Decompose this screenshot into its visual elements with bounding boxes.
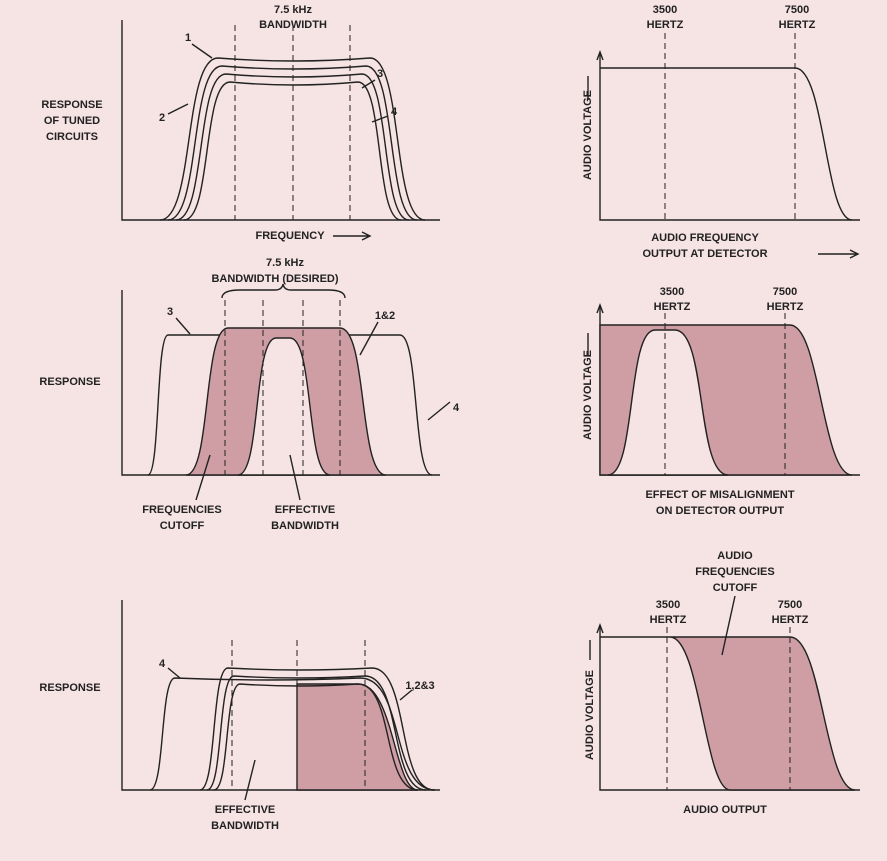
label: RESPONSE	[39, 376, 100, 388]
response-curve	[175, 73, 410, 221]
leader	[289, 454, 301, 501]
shaded-area	[669, 636, 856, 791]
axis	[599, 52, 860, 221]
label: FREQUENCY	[255, 230, 325, 242]
arrow	[596, 303, 604, 314]
label: AUDIO FREQUENCY	[651, 232, 759, 244]
label: CUTOFF	[160, 520, 205, 532]
leader	[175, 317, 191, 335]
label: HERTZ	[654, 301, 691, 313]
label: 7500	[778, 599, 802, 611]
label: 3500	[653, 4, 677, 16]
label: BANDWIDTH	[259, 19, 327, 31]
label: 7500	[773, 286, 797, 298]
label: 7.5 kHz	[266, 257, 304, 269]
leader	[167, 103, 189, 115]
curve-label: 4	[453, 402, 460, 414]
label: OF TUNED	[44, 115, 100, 127]
leader	[427, 401, 451, 421]
curve-label: 1	[185, 32, 191, 44]
label: RESPONSE	[41, 99, 102, 111]
response-curve	[206, 675, 427, 791]
curve-label: 2	[159, 112, 165, 124]
curve-label: 4	[391, 106, 398, 118]
label: HERTZ	[647, 19, 684, 31]
label: EFFECTIVE	[215, 804, 276, 816]
label: 7500	[785, 4, 809, 16]
label: FREQUENCIES	[695, 566, 774, 578]
curve-label: 1,2&3	[405, 680, 434, 692]
shaded-area	[296, 683, 419, 791]
response-curve	[213, 683, 419, 791]
arrow	[596, 623, 604, 634]
response-curve	[607, 329, 729, 476]
label: 3500	[656, 599, 680, 611]
leader	[167, 667, 181, 679]
label: AUDIO OUTPUT	[683, 804, 767, 816]
label: ON DETECTOR OUTPUT	[656, 505, 784, 517]
leader	[244, 759, 256, 801]
label: OUTPUT AT DETECTOR	[642, 248, 767, 260]
label: EFFECT OF MISALIGNMENT	[645, 489, 794, 501]
label: AUDIO VOLTAGE	[582, 350, 594, 440]
response-curve	[159, 57, 426, 221]
arrow	[818, 249, 860, 259]
axis	[121, 20, 440, 221]
label: BANDWIDTH (DESIRED)	[211, 273, 338, 285]
leader	[361, 79, 376, 89]
label: CIRCUITS	[46, 131, 98, 143]
response-curve	[167, 65, 418, 221]
leader	[721, 595, 736, 656]
curve-label: 3	[167, 306, 173, 318]
response-curve	[237, 337, 331, 476]
label: BANDWIDTH	[211, 820, 279, 832]
response-curve	[183, 81, 402, 221]
label: HERTZ	[772, 614, 809, 626]
label: EFFECTIVE	[275, 504, 336, 516]
shapes	[121, 20, 860, 801]
label: AUDIO VOLTAGE	[584, 670, 596, 760]
leader	[359, 321, 379, 356]
label: 7.5 kHz	[274, 4, 312, 16]
label: HERTZ	[779, 19, 816, 31]
arrow	[596, 50, 604, 61]
response-curve	[600, 67, 853, 221]
label: 3500	[660, 286, 684, 298]
curve-label: 3	[377, 68, 383, 80]
label: HERTZ	[650, 614, 687, 626]
leader	[195, 454, 211, 501]
leader	[191, 43, 213, 59]
response-curve	[149, 677, 436, 791]
curve-label: 4	[159, 658, 166, 670]
label: AUDIO VOLTAGE	[582, 90, 594, 180]
label: HERTZ	[767, 301, 804, 313]
label: CUTOFF	[713, 582, 758, 594]
label: BANDWIDTH	[271, 520, 339, 532]
curve-label: 1&2	[375, 310, 395, 322]
arrow	[333, 231, 372, 241]
leader	[399, 689, 413, 701]
leader	[371, 115, 389, 123]
brace	[221, 283, 346, 299]
label: RESPONSE	[39, 682, 100, 694]
label: FREQUENCIES	[142, 504, 221, 516]
response-curve	[199, 667, 435, 791]
label: AUDIO	[717, 550, 753, 562]
